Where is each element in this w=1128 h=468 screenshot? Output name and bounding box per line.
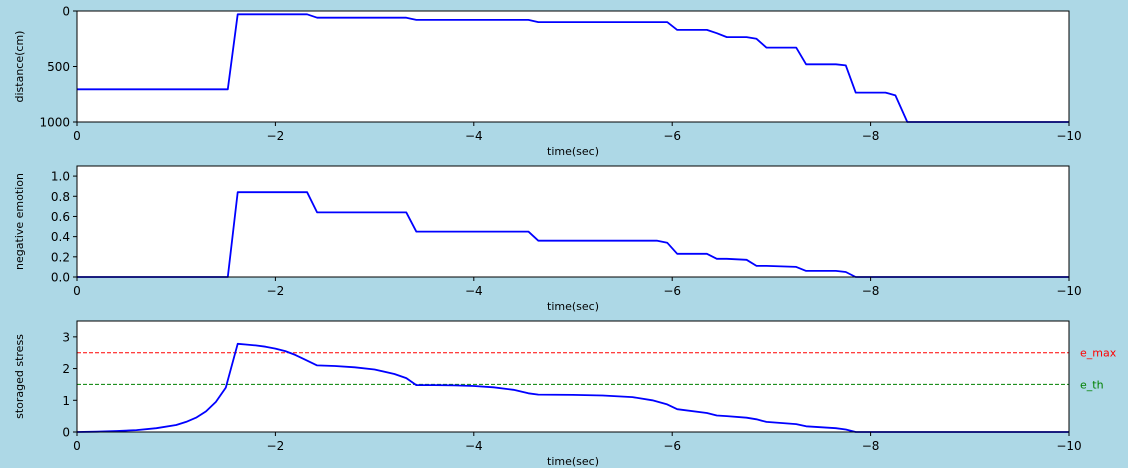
x-tick-label: 0 bbox=[73, 439, 81, 453]
y-tick-label: 1.0 bbox=[51, 170, 70, 184]
y-tick-label: 0.4 bbox=[51, 230, 70, 244]
x-tick-label: −10 bbox=[1056, 439, 1081, 453]
threshold-label: e_th bbox=[1080, 378, 1104, 391]
threshold-label: e_max bbox=[1080, 347, 1117, 360]
x-tick-label: −8 bbox=[862, 439, 880, 453]
y-tick-label: 0.6 bbox=[51, 210, 70, 224]
x-tick-label: −6 bbox=[663, 439, 681, 453]
y-tick-label: 1000 bbox=[39, 116, 70, 130]
x-tick-label: −6 bbox=[663, 284, 681, 298]
data-series-line bbox=[77, 191, 1069, 278]
plot-frame bbox=[76, 320, 1070, 433]
plot-frame bbox=[76, 165, 1070, 278]
data-series-line bbox=[77, 13, 1069, 123]
x-tick-label: −10 bbox=[1056, 129, 1081, 143]
y-tick-label: 0.2 bbox=[51, 250, 70, 264]
plot-area bbox=[77, 321, 1069, 432]
y-tick-label: 0 bbox=[62, 5, 70, 19]
y-tick-label: 3 bbox=[62, 330, 70, 344]
x-tick-label: −8 bbox=[862, 129, 880, 143]
x-tick-label: −2 bbox=[267, 439, 285, 453]
x-tick-label: −10 bbox=[1056, 284, 1081, 298]
x-tick-label: −4 bbox=[465, 284, 483, 298]
y-tick-label: 1 bbox=[62, 394, 70, 408]
x-tick-label: −6 bbox=[663, 129, 681, 143]
x-tick-label: −4 bbox=[465, 129, 483, 143]
x-tick-label: 0 bbox=[73, 129, 81, 143]
y-axis-label: distance(cm) bbox=[13, 31, 26, 103]
chart-panel-2: 0 −2 −4 −6 −8 −10 0.0 0.2 0.4 0.6 0.8 1.0 time(sec) n… bbox=[13, 165, 1082, 313]
x-tick-label: −2 bbox=[267, 284, 285, 298]
x-tick-label: −8 bbox=[862, 284, 880, 298]
data-series-line bbox=[76, 342, 1069, 433]
y-axis-label: negative emotion bbox=[13, 173, 26, 270]
chart-panel-1: 0 −2 −4 −6 −8 −10 0 500 1000 time(sec) distance(cm… bbox=[13, 5, 1082, 159]
chart-panel-3: e_max e_th 0 −2 −4 −6 −8 −10 0 1 2 3 time(sec) storag… bbox=[13, 320, 1117, 468]
y-tick-label: 2 bbox=[62, 362, 70, 376]
x-axis-label: time(sec) bbox=[547, 455, 599, 468]
plot-area bbox=[77, 11, 1069, 122]
y-tick-label: 500 bbox=[47, 60, 70, 74]
x-tick-label: −4 bbox=[465, 439, 483, 453]
x-axis-label: time(sec) bbox=[547, 145, 599, 158]
y-tick-label: 0.0 bbox=[51, 271, 70, 285]
y-tick-label: 0.8 bbox=[51, 190, 70, 204]
y-tick-label: 0 bbox=[62, 426, 70, 440]
x-tick-label: −2 bbox=[267, 129, 285, 143]
plot-area bbox=[77, 166, 1069, 277]
y-axis-label: storaged stress bbox=[13, 334, 26, 419]
x-tick-label: 0 bbox=[73, 284, 81, 298]
x-axis-label: time(sec) bbox=[547, 300, 599, 313]
